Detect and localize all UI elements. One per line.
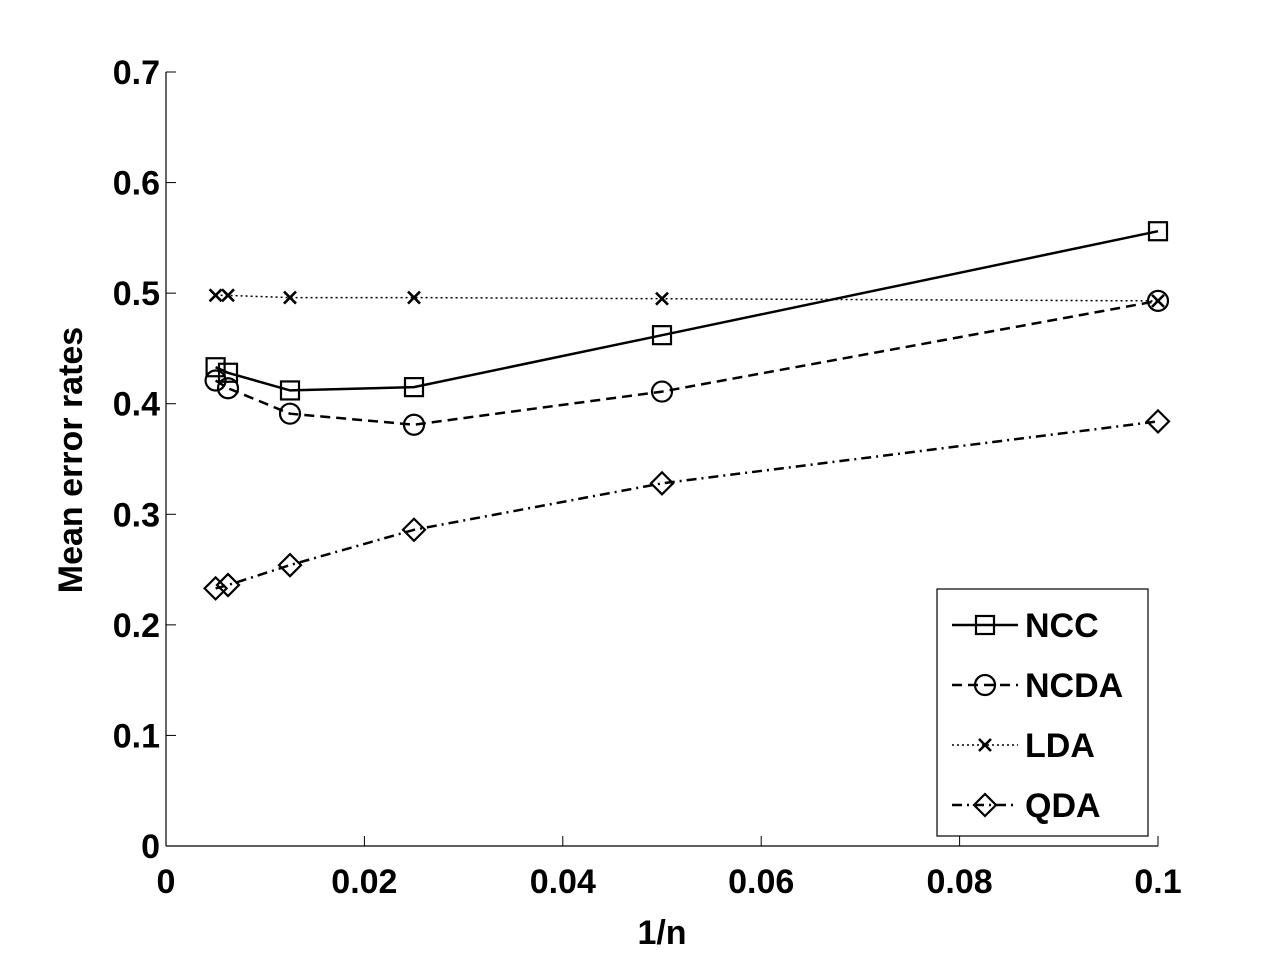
x-tick-label: 0.08	[927, 863, 993, 901]
data-point-ncc	[651, 325, 673, 346]
legend-marker-ncda	[973, 673, 997, 697]
series-line-ncda	[214, 299, 1159, 426]
data-point-lda	[221, 288, 235, 303]
data-point-ncda	[650, 380, 674, 403]
data-point-ncda	[204, 369, 227, 392]
data-point-qda	[401, 517, 427, 543]
data-point-qda	[277, 552, 303, 578]
series-lda	[208, 288, 1165, 308]
series-line-qda	[215, 420, 1159, 590]
y-tick-label: 0.2	[113, 607, 160, 645]
data-point-qda	[215, 572, 241, 598]
y-tick-label: 0.7	[113, 54, 160, 92]
data-point-ncda	[1146, 289, 1170, 312]
legend-marker-qda	[972, 792, 998, 818]
data-point-lda	[655, 291, 669, 306]
y-tick-label: 0	[141, 828, 160, 866]
x-tick-label: 0.04	[530, 863, 596, 901]
legend-marker-ncc	[974, 614, 996, 636]
data-point-ncc	[1147, 221, 1169, 242]
legend-marker-lda	[978, 738, 992, 752]
series-ncc	[205, 221, 1169, 401]
x-tick-label: 0.1	[1134, 863, 1181, 901]
series-ncda	[204, 289, 1170, 436]
data-point-ncc	[403, 377, 425, 398]
data-point-lda	[407, 290, 421, 305]
y-tick-label: 0.3	[113, 496, 160, 534]
legend-label-lda: LDA	[1025, 727, 1095, 765]
y-tick-label: 0.1	[113, 717, 160, 755]
legend-box	[936, 588, 1149, 837]
y-tick-label: 0.5	[113, 275, 160, 313]
x-tick-label: 0	[157, 863, 176, 901]
axes: 0 0.02 0.04 0.06 0.08 0.1 0 0.1 0.2 0.3 0.4 0.5 0.6 0…	[113, 54, 1182, 901]
data-point-ncc	[279, 380, 301, 401]
x-tick-label: 0.02	[331, 863, 397, 901]
data-point-lda	[1151, 293, 1165, 308]
data-point-qda	[203, 575, 229, 601]
x-tick-label: 0.06	[728, 863, 794, 901]
y-tick-label: 0.4	[113, 386, 160, 424]
data-point-ncc	[205, 357, 226, 378]
series-line-ncc	[215, 229, 1159, 392]
series-line-lda	[215, 294, 1159, 302]
legend-label-ncda: NCDA	[1025, 667, 1123, 705]
y-tick-label: 0.6	[113, 165, 160, 203]
series-qda	[203, 408, 1171, 601]
data-point-ncda	[402, 413, 426, 436]
data-point-ncda	[216, 377, 240, 400]
data-point-qda	[1145, 408, 1171, 434]
data-point-ncc	[217, 362, 239, 383]
data-point-ncda	[278, 402, 302, 425]
plot-area	[203, 221, 1171, 601]
y-axis-label: Mean error rates	[52, 327, 90, 593]
data-point-lda	[283, 290, 297, 305]
legend: NCC NCDA LDA QDA	[936, 588, 1149, 837]
x-axis-label: 1/n	[637, 914, 686, 952]
data-point-qda	[649, 470, 675, 496]
legend-label-ncc: NCC	[1025, 607, 1099, 645]
data-point-lda	[208, 288, 223, 303]
legend-label-qda: QDA	[1025, 787, 1101, 825]
